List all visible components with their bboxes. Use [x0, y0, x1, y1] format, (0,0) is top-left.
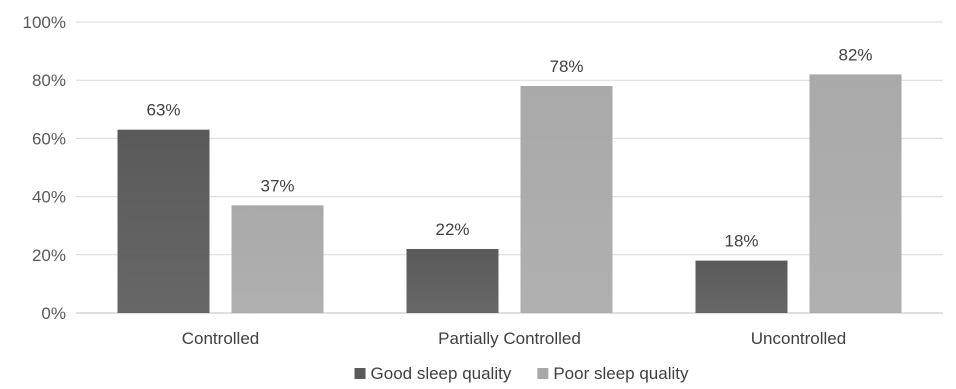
y-tick-label: 40%	[32, 188, 66, 207]
data-label: 78%	[549, 57, 583, 76]
y-tick-label: 60%	[32, 129, 66, 148]
gridlines	[76, 21, 943, 314]
bar-poor-uncontrolled	[809, 74, 902, 313]
x-axis-categories: Controlled Partially Controlled Uncontroll…	[182, 329, 846, 348]
y-tick-label: 100%	[23, 13, 66, 32]
y-tick-label: 0%	[41, 304, 66, 323]
y-axis-ticks: 0% 20% 40% 60% 80% 100%	[23, 13, 66, 323]
data-labels: 63% 37% 22% 78% 18% 82%	[146, 45, 872, 250]
data-label: 18%	[724, 232, 758, 251]
bar-poor-controlled	[231, 205, 324, 313]
legend-swatch	[537, 368, 549, 379]
category-label: Controlled	[182, 329, 260, 348]
data-label: 22%	[435, 220, 469, 239]
bar-good-uncontrolled	[695, 260, 788, 313]
bar-good-controlled	[117, 129, 210, 313]
y-tick-label: 20%	[32, 246, 66, 265]
data-label: 37%	[260, 176, 294, 195]
bar-good-partially-controlled	[406, 248, 499, 313]
legend-label: Poor sleep quality	[553, 364, 689, 383]
bar-poor-partially-controlled	[520, 86, 613, 314]
category-label: Partially Controlled	[438, 329, 581, 348]
legend-swatch	[354, 368, 366, 379]
y-tick-label: 80%	[32, 71, 66, 90]
data-label: 82%	[838, 45, 872, 64]
legend-item: Good sleep quality	[354, 364, 512, 383]
legend-label: Good sleep quality	[371, 364, 512, 383]
category-label: Uncontrolled	[751, 329, 846, 348]
data-label: 63%	[146, 101, 180, 120]
bars	[117, 74, 902, 314]
legend-item: Poor sleep quality	[537, 364, 689, 383]
legend: Good sleep quality Poor sleep quality	[354, 364, 689, 383]
